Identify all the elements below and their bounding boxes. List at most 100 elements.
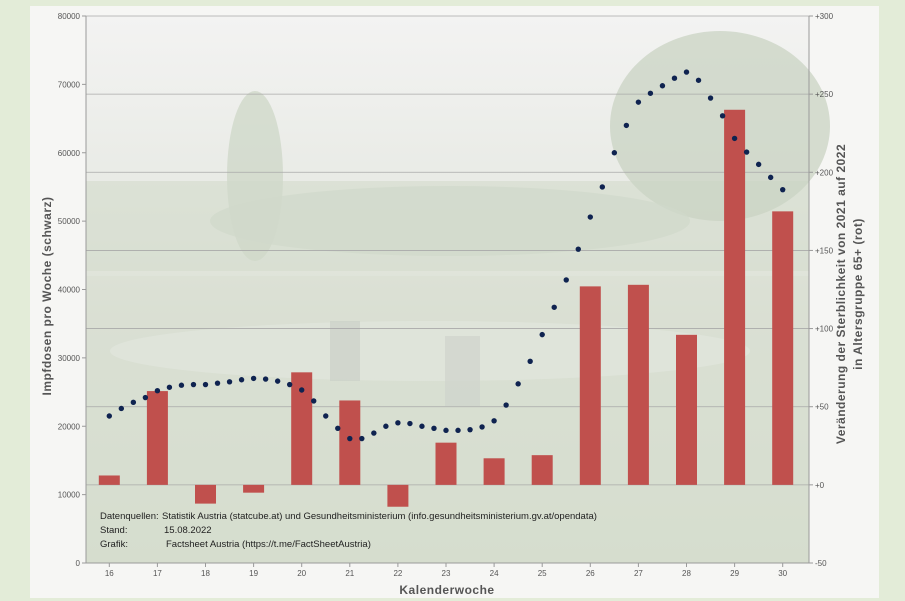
line-point [323,413,329,419]
line-point [623,122,630,129]
bar [146,391,168,485]
dotted-line-series [106,69,786,442]
credit-grafik-value: Factsheet Austria (https://t.me/FactShee… [166,539,371,550]
x-tick-label: 19 [249,569,258,578]
left-tick-label: 50000 [58,217,81,226]
line-point [491,418,497,424]
line-point [719,113,726,119]
x-tick-label: 27 [634,569,643,578]
left-tick-label: 70000 [58,80,81,89]
bar [387,484,409,507]
line-point [347,435,353,442]
x-axis-title: Kalenderwoche [399,583,494,597]
x-tick-label: 26 [586,569,595,578]
line-point [767,174,774,181]
credits: Datenquellen: Statistik Austria (statcub… [100,511,597,550]
line-point [359,435,365,442]
bar [435,442,457,485]
left-tick-label: 40000 [58,286,81,295]
line-point [671,75,678,81]
line-point [503,402,509,408]
credit-stand-value: 15.08.2022 [164,525,212,536]
line-point [611,150,618,156]
right-axis-title-line1: Veränderung der Sterblichkeit von 2021 a… [834,144,848,444]
line-point [262,376,269,382]
left-tick-label: 20000 [58,422,81,431]
right-axis-ticks: -50 +0 +50 +100 +150 +200 +250 +300 [809,12,834,568]
x-tick-label: 22 [393,569,402,578]
x-tick-label: 25 [538,569,547,578]
line-point [250,375,257,382]
line-point [419,423,425,429]
x-axis-ticks: 16 17 18 19 20 21 22 23 24 25 26 27 28 29 30 [105,563,788,578]
left-tick-label: 10000 [58,491,81,500]
line-point [335,425,341,432]
right-tick-label: -50 [815,559,827,568]
bar [195,484,216,504]
credit-grafik-key: Grafik: [100,539,128,550]
line-point [286,381,293,388]
x-tick-label: 20 [297,569,306,578]
bar [627,284,649,485]
right-axis-title-line2: in Altersgruppe 65+ (rot) [851,218,865,370]
line-point [299,387,305,393]
line-point [431,425,437,432]
line-point [311,398,317,404]
line-point [780,186,786,193]
right-tick-label: +0 [815,481,825,490]
x-tick-label: 21 [345,569,354,578]
line-point [467,426,473,433]
x-tick-label: 17 [153,569,162,578]
line-point [515,381,521,387]
chart-svg: 0 10000 20000 30000 40000 50000 60000 70000 8000… [40,12,865,597]
line-point [214,380,221,386]
plot-background [86,16,830,563]
line-point [539,331,545,338]
left-tick-label: 80000 [58,12,81,21]
line-point [659,83,666,89]
credit-sources-value: Statistik Austria (statcube.at) und Gesu… [162,511,597,522]
right-tick-label: +150 [815,246,834,255]
bar [724,109,746,485]
line-point [178,382,185,388]
line-point [202,381,209,388]
line-point [226,379,233,385]
line-point [695,77,702,83]
left-tick-label: 60000 [58,149,81,158]
x-tick-label: 29 [730,569,739,578]
bar [243,484,265,493]
right-tick-label: +200 [815,168,834,177]
line-point [395,420,401,426]
line-point [731,135,738,142]
line-point [238,377,245,383]
bar [98,475,120,485]
bar [483,458,505,485]
right-tick-label: +300 [815,12,834,21]
line-point [371,430,377,436]
line-point [443,427,449,434]
bar [291,372,313,485]
line-point [479,424,485,430]
bar [676,334,697,485]
credit-sources-key: Datenquellen: [100,511,159,522]
x-tick-label: 18 [201,569,210,578]
line-point [274,378,281,384]
line-point [527,358,533,364]
line-point [707,95,714,101]
chart-card: 0 10000 20000 30000 40000 50000 60000 70000 8000… [30,6,879,598]
line-point [118,405,125,412]
credit-stand-key: Stand: [100,525,127,536]
line-point [130,399,137,406]
line-point [563,277,569,283]
x-tick-label: 23 [442,569,451,578]
line-point [190,381,197,388]
line-point [154,387,161,394]
line-point [455,427,461,434]
line-point [407,420,413,427]
bar [531,455,553,485]
x-tick-label: 30 [778,569,787,578]
line-point [635,99,642,105]
x-tick-label: 24 [490,569,499,578]
x-tick-label: 28 [682,569,691,578]
line-point [647,90,654,96]
